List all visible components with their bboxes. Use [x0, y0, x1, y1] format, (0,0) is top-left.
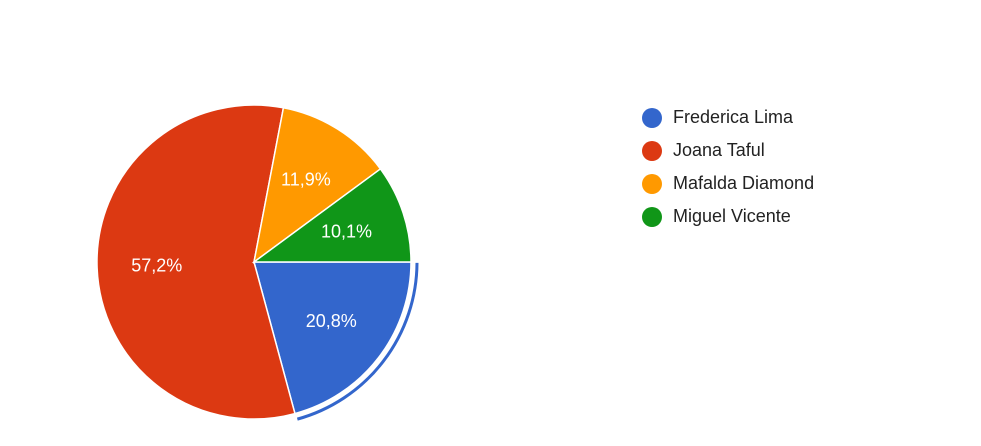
legend-item-frederica-lima[interactable]: Frederica Lima [642, 101, 814, 134]
legend-label-miguel-vicente: Miguel Vicente [673, 206, 791, 226]
legend-item-mafalda-diamond[interactable]: Mafalda Diamond [642, 167, 814, 200]
slice-label-mafalda-diamond: 11,9% [281, 170, 331, 190]
legend-swatch-mafalda-diamond [642, 173, 662, 194]
legend-item-miguel-vicente[interactable]: Miguel Vicente [642, 200, 814, 233]
legend-swatch-frederica-lima [642, 107, 662, 128]
slice-label-miguel-vicente: 10,1% [321, 222, 372, 242]
slice-label-frederica-lima: 20,8% [306, 311, 357, 331]
legend-label-frederica-lima: Frederica Lima [673, 107, 794, 127]
slice-label-joana-taful: 57,2% [131, 256, 182, 276]
legend-item-joana-taful[interactable]: Joana Taful [642, 134, 814, 167]
legend-label-joana-taful: Joana Taful [673, 140, 765, 160]
pie-slice-highlight-frederica-lima [296, 262, 419, 421]
legend-swatch-joana-taful [642, 140, 662, 161]
pie-slices [96, 104, 419, 421]
pie-slice-miguel-vicente[interactable] [251, 167, 412, 263]
legend-label-mafalda-diamond: Mafalda Diamond [673, 173, 815, 193]
pie-slice-mafalda-diamond[interactable] [252, 106, 382, 264]
legend-swatch-miguel-vicente [642, 206, 662, 227]
pie-slice-frederica-lima[interactable] [253, 261, 412, 415]
chart-legend: Frederica Lima Joana Taful Mafalda Diamo… [642, 101, 814, 233]
pie-slice-joana-taful[interactable] [96, 104, 296, 420]
pie-slice-labels: 20,8% 57,2% 11,9% 10,1% [131, 170, 372, 332]
